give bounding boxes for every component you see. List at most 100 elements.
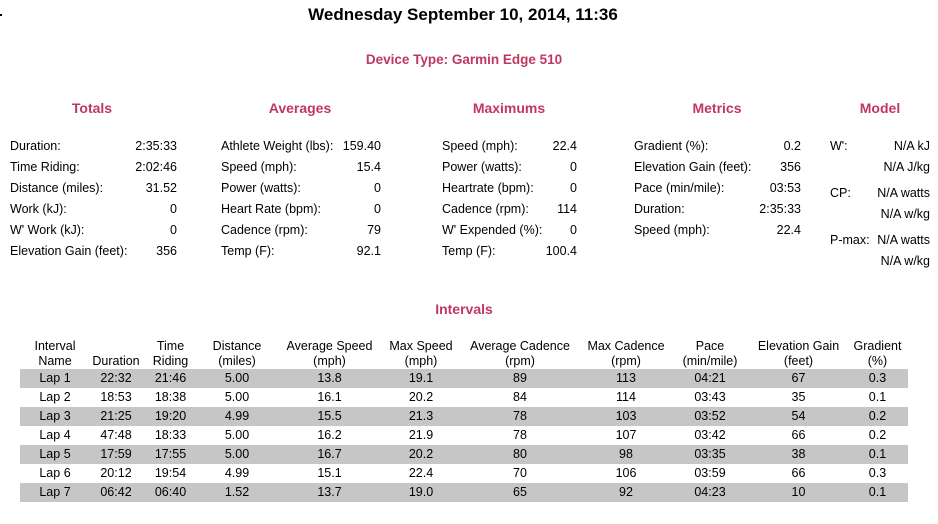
averages-row: Heart Rate (bpm): 0 — [221, 199, 381, 220]
table-cell: 20.2 — [384, 445, 458, 464]
corner-dot — [0, 14, 2, 16]
column-header: Gradient (%) — [847, 336, 908, 369]
maximums-value: 22.4 — [552, 139, 577, 153]
totals-label: Time Riding: — [10, 160, 80, 174]
column-header: Max Speed (mph) — [384, 336, 458, 369]
averages-label: Temp (F): — [221, 244, 275, 258]
column-header: Elevation Gain (feet) — [750, 336, 847, 369]
totals-value: 356 — [156, 244, 177, 258]
column-header-line1: Distance — [212, 339, 262, 353]
table-cell: 65 — [458, 483, 582, 502]
totals-label: Duration: — [10, 139, 61, 153]
column-header-line2: Name — [38, 354, 72, 368]
model-heading: Model — [859, 100, 901, 116]
averages-label: Cadence (rpm): — [221, 223, 308, 237]
table-cell: 13.7 — [275, 483, 384, 502]
totals-value: 0 — [170, 223, 177, 237]
totals-value: 2:35:33 — [135, 139, 177, 153]
table-cell: 04:23 — [670, 483, 750, 502]
metrics-row: Speed (mph): 22.4 — [634, 220, 801, 241]
table-cell: 06:42 — [90, 483, 142, 502]
table-cell: Lap 1 — [20, 369, 90, 388]
maximums-label: Heartrate (bpm): — [442, 181, 534, 195]
table-cell: 19:54 — [154, 466, 187, 480]
table-cell: 10 — [750, 483, 847, 502]
maximums-row: Power (watts): 0 — [442, 157, 577, 178]
column-header: Distance (miles) — [199, 336, 275, 369]
maximums-row: Heartrate (bpm): 0 — [442, 178, 577, 199]
column-header-line1: Pace — [695, 339, 725, 353]
table-cell: 21.3 — [384, 407, 458, 426]
averages-value: 15.4 — [356, 160, 381, 174]
averages-label: Power (watts): — [221, 181, 301, 195]
table-cell: 21.9 — [408, 428, 434, 442]
table-cell: 21:25 — [90, 407, 142, 426]
column-header: Average Speed (mph) — [275, 336, 384, 369]
table-cell: 19.1 — [384, 369, 458, 388]
table-cell: 06:40 — [142, 483, 199, 502]
averages-row: Power (watts): 0 — [221, 178, 381, 199]
table-cell: 4.99 — [199, 407, 275, 426]
totals-row: Elevation Gain (feet): 356 — [10, 241, 177, 262]
totals-value: 0 — [170, 202, 177, 216]
model-cp-wkg: N/A w/kg — [880, 207, 930, 221]
table-cell: 106 — [615, 466, 637, 480]
table-cell: 03:52 — [670, 407, 750, 426]
device-type: Device Type: Garmin Edge 510 — [365, 52, 563, 67]
column-header-line2: (mph) — [404, 354, 438, 368]
column-header-line1: Elevation Gain — [757, 339, 840, 353]
column-header-line1: Average Cadence — [470, 339, 570, 353]
averages-row: Athlete Weight (lbs): 159.40 — [221, 136, 381, 157]
table-cell: 22.4 — [408, 466, 434, 480]
table-cell: 16.1 — [317, 390, 342, 404]
column-header: Pace (min/mile) — [670, 336, 750, 369]
table-cell: 114 — [616, 390, 636, 404]
table-cell: 47:48 — [100, 428, 132, 442]
table-cell: 5.00 — [199, 445, 275, 464]
table-cell: 1.52 — [199, 483, 275, 502]
table-cell: 80 — [458, 445, 582, 464]
table-cell: 54 — [750, 407, 847, 426]
table-row: Lap 2 18:53 18:38 5.00 16.1 20.2 84 114 03:43 35 0… — [20, 388, 908, 407]
metrics-label: Pace (min/mile): — [634, 181, 725, 195]
column-header-line2: (%) — [867, 354, 888, 368]
maximums-value: 0 — [570, 181, 577, 195]
totals-row: Duration: 2:35:33 — [10, 136, 177, 157]
column-header-line2: (mph) — [313, 354, 346, 368]
table-cell: 18:38 — [154, 390, 187, 404]
maximums-panel: Speed (mph): 22.4 Power (watts): 0 Heartra… — [442, 136, 577, 262]
totals-panel: Duration: 2:35:33 Time Riding: 2:02:46 Dis… — [10, 136, 177, 262]
table-cell: 38 — [750, 445, 847, 464]
metrics-label: Elevation Gain (feet): — [634, 160, 752, 174]
averages-value: 159.40 — [342, 139, 381, 153]
maximums-heading: Maximums — [472, 100, 546, 116]
metrics-label: Gradient (%): — [634, 139, 709, 153]
column-header-line1: Interval — [34, 339, 76, 353]
maximums-label: Cadence (rpm): — [442, 202, 529, 216]
column-header-line1: Time — [156, 339, 185, 353]
column-header-line1: Average Speed — [286, 339, 373, 353]
maximums-value: 0 — [570, 160, 577, 174]
table-cell: 78 — [458, 407, 582, 426]
table-cell: 113 — [582, 369, 670, 388]
column-header: Interval Name — [20, 336, 90, 369]
table-cell: 15.1 — [317, 466, 342, 480]
maximums-label: W' Expended (%): — [442, 223, 543, 237]
table-cell: 03:59 — [694, 466, 726, 480]
table-cell: 22:32 — [90, 369, 142, 388]
table-cell: 0.1 — [847, 445, 908, 464]
column-header: Time Riding — [142, 336, 199, 369]
table-cell: 20.2 — [408, 390, 434, 404]
maximums-row: Speed (mph): 22.4 — [442, 136, 577, 157]
model-cp-label: CP: — [830, 186, 851, 200]
totals-label: W' Work (kJ): — [10, 223, 85, 237]
table-cell: 19.0 — [384, 483, 458, 502]
averages-label: Athlete Weight (lbs): — [221, 139, 334, 153]
model-pmax-watts: N/A watts — [877, 233, 930, 247]
table-cell: 04:21 — [670, 369, 750, 388]
table-cell: 103 — [582, 407, 670, 426]
table-cell: 0.1 — [847, 483, 908, 502]
metrics-row: Gradient (%): 0.2 — [634, 136, 801, 157]
averages-value: 0 — [374, 202, 381, 216]
table-header-row: Interval Name Duration Time Riding Distance (m… — [20, 336, 908, 369]
